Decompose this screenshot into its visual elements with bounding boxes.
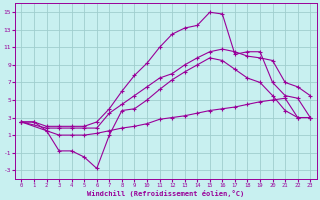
X-axis label: Windchill (Refroidissement éolien,°C): Windchill (Refroidissement éolien,°C) xyxy=(87,190,244,197)
